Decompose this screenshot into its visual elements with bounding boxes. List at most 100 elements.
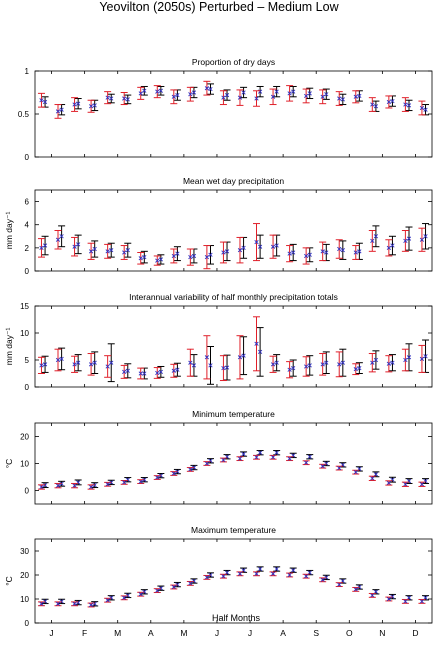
y-tick-label: 0 (25, 487, 30, 496)
data-point-marker (403, 357, 408, 363)
data-point-marker (324, 360, 329, 365)
error-bar (335, 239, 343, 259)
data-point-marker (320, 362, 325, 367)
series-b-errorbars (37, 223, 426, 270)
panel-title: Mean wet day precipitation (183, 176, 284, 186)
data-point-marker (386, 596, 391, 602)
data-point-marker (88, 249, 94, 254)
data-point-marker (320, 249, 325, 254)
error-bar (219, 355, 227, 382)
panel-2: Mean wet day precipitation 0 2 4 6 mm day⁻¹ (4, 176, 433, 276)
data-point-marker (304, 364, 309, 369)
month-tick-label: N (379, 628, 385, 638)
data-point-marker (175, 367, 180, 372)
error-bar (339, 93, 347, 106)
data-point-marker (274, 360, 279, 365)
error-bar (286, 245, 294, 263)
series-b-errorbars (37, 454, 426, 490)
data-point-marker (291, 568, 296, 573)
error-bar (71, 97, 79, 112)
month-tick-label: D (412, 628, 418, 638)
data-point-marker (72, 102, 77, 107)
error-bar (352, 245, 360, 260)
error-bar (269, 355, 277, 373)
error-bar (388, 354, 396, 372)
error-bar (41, 482, 49, 489)
data-point-marker (42, 243, 48, 248)
error-bar (236, 335, 244, 380)
data-point-marker (122, 595, 127, 600)
error-bar (91, 601, 99, 607)
data-point-marker (419, 105, 425, 111)
error-bar (137, 591, 145, 597)
data-point-marker (304, 460, 309, 465)
data-point-marker (307, 91, 312, 96)
error-bar (319, 463, 327, 469)
data-point-marker (274, 450, 279, 455)
y-axis-label: °C (4, 459, 14, 469)
data-point-marker (105, 364, 110, 369)
data-point-marker (208, 86, 213, 92)
error-bar (203, 335, 211, 380)
error-bar (401, 481, 409, 487)
error-bar (203, 461, 211, 466)
data-point-marker (237, 571, 243, 576)
error-bar (91, 351, 99, 374)
data-point-marker (403, 482, 408, 487)
y-tick-label: 0 (25, 383, 30, 392)
plot-frame (34, 422, 433, 505)
error-bar (186, 248, 194, 266)
error-bar (368, 97, 376, 112)
data-point-marker (237, 456, 243, 461)
data-point-marker (221, 457, 226, 463)
series-b-errorbars (37, 571, 426, 608)
error-bar (173, 362, 181, 377)
data-point-marker (386, 480, 391, 486)
error-bar (223, 354, 231, 381)
data-point-marker (155, 89, 160, 94)
data-point-marker (423, 107, 428, 112)
error-bar (339, 240, 347, 260)
month-tick-label: J (248, 628, 252, 638)
error-bar (203, 574, 211, 580)
error-bar (289, 567, 297, 573)
error-bar (219, 457, 227, 463)
error-bar (418, 344, 426, 373)
error-bar (54, 104, 62, 119)
data-point-marker (386, 245, 391, 250)
error-bar (422, 339, 430, 373)
error-bar (256, 566, 264, 572)
data-point-marker (340, 360, 345, 365)
error-bar (385, 355, 393, 373)
data-point-marker (390, 360, 395, 365)
panel-title: Interannual variability of half monthly … (129, 292, 338, 302)
error-bar (87, 484, 95, 490)
error-bar (153, 85, 161, 99)
error-bar (186, 580, 194, 586)
data-point-marker (138, 479, 143, 484)
error-bar (124, 242, 132, 258)
error-bar (253, 316, 261, 372)
data-point-marker (105, 482, 110, 487)
data-point-marker (241, 451, 246, 457)
data-point-marker (370, 593, 375, 598)
error-bar (107, 343, 115, 383)
data-point-marker (208, 363, 213, 368)
error-bar (137, 367, 145, 380)
error-bar (120, 480, 128, 485)
data-point-marker (122, 250, 127, 255)
data-point-marker (337, 96, 342, 101)
error-bar (87, 242, 95, 260)
error-bar (91, 240, 99, 258)
error-bar (273, 85, 281, 98)
error-bar (339, 578, 347, 584)
error-bar (253, 571, 261, 577)
error-bar (368, 230, 376, 252)
error-bar (368, 353, 376, 373)
error-bar (388, 235, 396, 256)
data-point-marker (109, 248, 114, 253)
data-point-marker (406, 236, 412, 241)
plot-frame (34, 305, 433, 388)
error-bar (401, 97, 409, 112)
error-bar (302, 573, 310, 579)
